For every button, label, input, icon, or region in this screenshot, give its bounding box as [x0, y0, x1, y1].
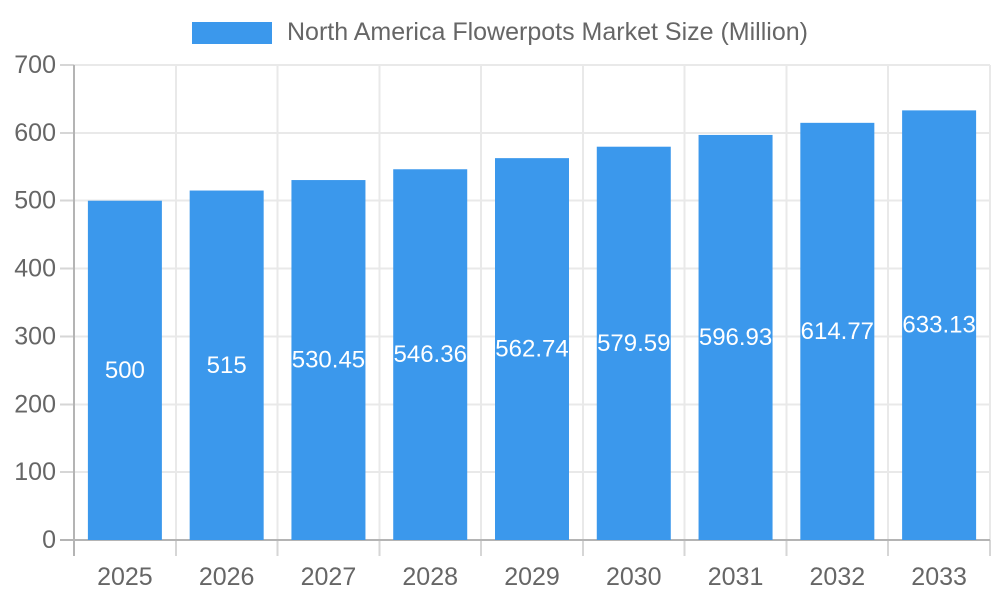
legend-item[interactable]: North America Flowerpots Market Size (Mi… — [192, 18, 808, 47]
x-axis-tick-label: 2029 — [504, 563, 560, 591]
y-axis-tick-label: 100 — [14, 458, 56, 486]
legend-label: North America Flowerpots Market Size (Mi… — [287, 18, 808, 46]
x-axis-tick-label: 2028 — [402, 563, 458, 591]
chart-legend: North America Flowerpots Market Size (Mi… — [0, 18, 1000, 47]
bar-value-label: 596.93 — [699, 324, 772, 351]
y-axis-tick-label: 600 — [14, 119, 56, 147]
bar-2029[interactable] — [495, 158, 569, 540]
bar-value-label: 500 — [105, 357, 145, 384]
legend-swatch-icon — [192, 21, 272, 44]
x-axis-tick-label: 2030 — [606, 563, 662, 591]
x-axis-tick-label: 2033 — [911, 563, 967, 591]
bar-2026[interactable] — [189, 190, 264, 541]
y-axis-tick-label: 0 — [42, 526, 56, 554]
bar-2031[interactable] — [698, 134, 773, 540]
y-axis-tick-label: 200 — [14, 390, 56, 418]
y-axis-tick-label: 700 — [14, 51, 56, 79]
bar-2025[interactable] — [87, 200, 162, 540]
x-axis-tick-label: 2032 — [810, 563, 866, 591]
bar-value-label: 614.77 — [801, 318, 874, 345]
x-axis-tick-label: 2025 — [97, 563, 153, 591]
y-axis-tick-label: 400 — [14, 255, 56, 283]
bar-2028[interactable] — [393, 169, 468, 540]
bar-value-label: 633.13 — [902, 312, 975, 339]
bar-2027[interactable] — [291, 180, 366, 540]
bar-2033[interactable] — [902, 110, 977, 540]
bar-value-label: 530.45 — [292, 347, 365, 374]
bar-2032[interactable] — [800, 122, 875, 540]
y-axis-tick-label: 300 — [14, 322, 56, 350]
bar-value-label: 579.59 — [597, 330, 670, 357]
x-axis-tick-label: 2027 — [301, 563, 357, 591]
x-axis-tick-label: 2031 — [708, 563, 764, 591]
x-axis-tick-label: 2026 — [199, 563, 255, 591]
y-axis-tick-label: 500 — [14, 187, 56, 215]
bar-value-label: 546.36 — [394, 341, 467, 368]
bar-2030[interactable] — [596, 146, 671, 540]
bar-value-label: 562.74 — [495, 336, 568, 363]
bar-value-label: 515 — [207, 352, 247, 379]
